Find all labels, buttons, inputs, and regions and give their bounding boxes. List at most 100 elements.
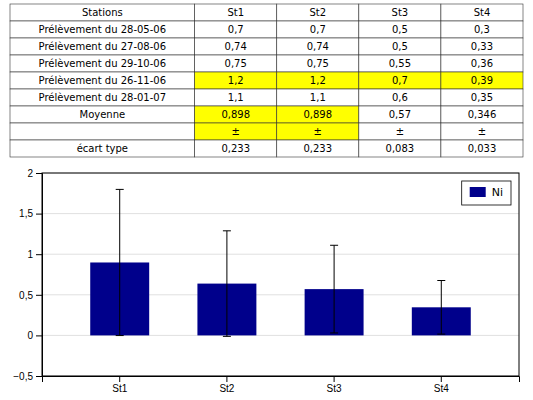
- y-tick-label: −0,5: [13, 371, 33, 382]
- chart: StationsSt1St2St3St4Prélèvement du 28-05…: [0, 0, 533, 400]
- x-tick: St1: [112, 376, 127, 394]
- error-line: [441, 281, 442, 335]
- table-text: St3: [392, 7, 409, 18]
- table-cell: [195, 89, 277, 106]
- table-cell: [10, 72, 195, 89]
- table-text: Moyenne: [80, 109, 126, 120]
- table-text: 0,74: [225, 41, 247, 52]
- table-text: 0,55: [389, 58, 411, 69]
- y-tick-label: 0,5: [19, 290, 33, 301]
- table-cell: [10, 38, 195, 55]
- table-text: 0,75: [225, 58, 247, 69]
- table-cell: [441, 72, 523, 89]
- legend-swatch: [470, 187, 486, 197]
- x-tick: St3: [327, 376, 342, 394]
- table-text: 0,33: [471, 41, 493, 52]
- table-cell: [277, 21, 359, 38]
- legend-box: [462, 181, 511, 205]
- plot-frame: [42, 173, 519, 376]
- error-bar: [116, 189, 124, 335]
- y-tick: 2: [27, 168, 42, 179]
- y-tick-mark: [36, 295, 42, 296]
- x-tick-mark: [441, 376, 442, 382]
- table: StationsSt1St2St3St4Prélèvement du 28-05…: [10, 4, 523, 157]
- table-text: 0,898: [303, 109, 332, 120]
- table-text: Prélèvement du 26-11-06: [39, 75, 167, 86]
- table-text: St1: [227, 7, 244, 18]
- table-text: Stations: [82, 7, 123, 18]
- x-tick-label: St3: [327, 383, 342, 394]
- y-tick: 1,5: [19, 208, 42, 219]
- y-tick: 0: [27, 330, 42, 341]
- table-cell: [441, 123, 523, 140]
- y-tick-label: 1: [27, 249, 33, 260]
- y-tick: 1: [27, 249, 42, 260]
- table-text: 0,233: [221, 143, 250, 154]
- y-tick-mark: [36, 173, 42, 174]
- table-cell: [195, 21, 277, 38]
- x-tick-mark: [119, 376, 120, 382]
- x-axis: St1St2St3St4: [43, 376, 520, 394]
- table-text: 0,5: [392, 41, 408, 52]
- table-cell: [277, 106, 359, 123]
- table-text: 0,7: [228, 24, 244, 35]
- marks: [90, 189, 471, 336]
- y-tick-mark: [36, 335, 42, 336]
- table-text: 0,36: [471, 58, 493, 69]
- table-cell: [441, 89, 523, 106]
- table-cell: [277, 4, 359, 21]
- table-text: 0,3: [474, 24, 490, 35]
- table-cell: [10, 140, 195, 157]
- error-bar: [330, 245, 338, 333]
- table-cell: [359, 123, 441, 140]
- table-cell: [441, 4, 523, 21]
- table-text: ±: [396, 126, 404, 137]
- x-tick-mark: [226, 376, 227, 382]
- table-text: 1,1: [228, 92, 244, 103]
- table-cell: [359, 140, 441, 157]
- table-text: 0,033: [468, 143, 497, 154]
- table-text: Prélèvement du 29-10-06: [39, 58, 167, 69]
- table-cell: [359, 4, 441, 21]
- table-cell: [195, 4, 277, 21]
- error-line: [334, 245, 335, 333]
- table-cell: [195, 140, 277, 157]
- table-cell: [441, 106, 523, 123]
- y-tick-label: 1,5: [19, 208, 33, 219]
- table-cell: [277, 38, 359, 55]
- table-cell: [10, 89, 195, 106]
- grid-line: [42, 254, 519, 255]
- error-line: [226, 231, 227, 337]
- table-text: 0,39: [471, 75, 493, 86]
- table-text: St2: [309, 7, 326, 18]
- table-cell: [359, 55, 441, 72]
- y-tick: 0,5: [19, 290, 42, 301]
- y-tick: −0,5: [13, 371, 42, 382]
- error-cap: [223, 336, 231, 337]
- table-text: 0,74: [307, 41, 329, 52]
- table-cell: [195, 55, 277, 72]
- error-cap: [330, 245, 338, 246]
- table-text: 0,898: [221, 109, 250, 120]
- table-cell: [359, 106, 441, 123]
- table-cell: [277, 55, 359, 72]
- table-text: 0,57: [389, 109, 411, 120]
- error-cap: [116, 189, 124, 190]
- error-cap: [223, 230, 231, 231]
- y-tick-label: 0: [27, 330, 33, 341]
- table-text: Prélèvement du 28-01-07: [39, 92, 167, 103]
- table-cell: [441, 21, 523, 38]
- table-cell: [359, 89, 441, 106]
- error-cap: [330, 332, 338, 333]
- x-tick-label: St1: [112, 383, 127, 394]
- table-text: 1,2: [310, 75, 326, 86]
- table-cell: [277, 72, 359, 89]
- table-text: 0,35: [471, 92, 493, 103]
- table-text: 0,233: [303, 143, 332, 154]
- table-text: 0,7: [310, 24, 326, 35]
- x-axis-line: [43, 377, 520, 383]
- y-tick-label: 2: [27, 168, 33, 179]
- grid-line: [42, 213, 519, 214]
- grid: [42, 173, 519, 376]
- table-cell: [277, 123, 359, 140]
